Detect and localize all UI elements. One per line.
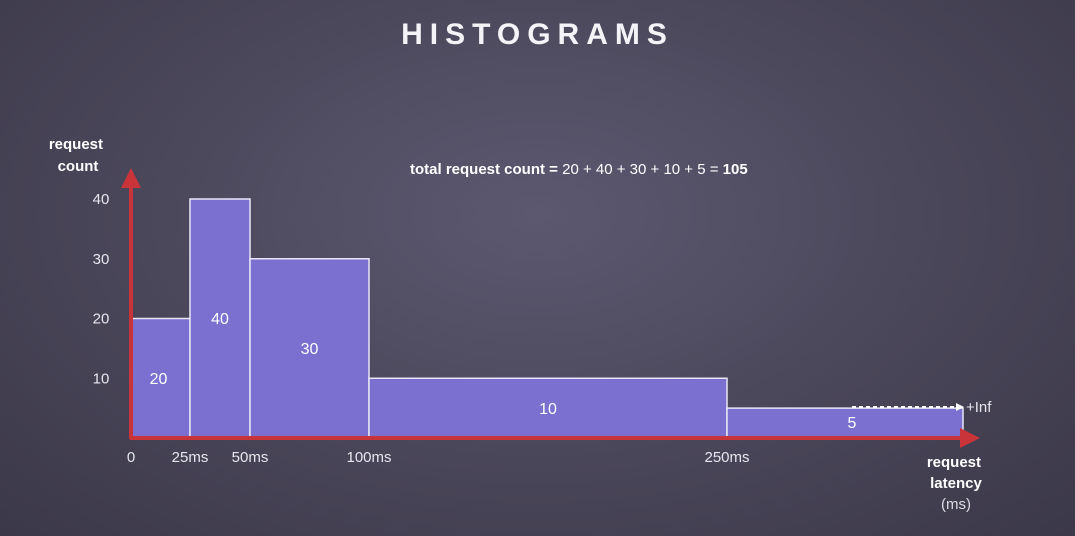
x-tick-label-0: 0 bbox=[127, 449, 135, 466]
y-axis-label-line-2: count bbox=[58, 158, 99, 175]
chart-title: HISTOGRAMS bbox=[401, 18, 674, 51]
bar-label-0: 20 bbox=[150, 371, 168, 388]
y-axis-label-line-1: request bbox=[49, 136, 103, 153]
y-axis-label: request count bbox=[49, 136, 107, 175]
y-tick-label-3: 40 bbox=[93, 191, 110, 208]
bar-label-1: 40 bbox=[211, 311, 229, 328]
x-axis-label-line-1: request bbox=[927, 454, 981, 471]
bars-layer bbox=[130, 198, 964, 439]
y-tick-label-1: 20 bbox=[93, 311, 110, 328]
x-tick-label-4: 250ms bbox=[704, 449, 749, 466]
bar-bin-1 bbox=[189, 198, 251, 439]
bar-label-3: 10 bbox=[539, 401, 557, 418]
x-tick-label-1: 25ms bbox=[172, 449, 209, 466]
bar-label-2: 30 bbox=[301, 341, 319, 358]
y-tick-label-2: 30 bbox=[93, 251, 110, 268]
x-axis-unit: (ms) bbox=[941, 496, 971, 513]
bar-label-4: 5 bbox=[848, 415, 857, 432]
annotation-prefix: total request count = bbox=[410, 161, 562, 178]
bar-bin-4 bbox=[726, 407, 964, 439]
x-tick-label-2: 50ms bbox=[232, 449, 269, 466]
overflow-label: +Inf bbox=[966, 399, 992, 416]
x-tick-label-3: 100ms bbox=[346, 449, 391, 466]
x-axis-label: request latency bbox=[927, 454, 985, 492]
bar-bin-2 bbox=[249, 258, 370, 439]
total-count-annotation: total request count = 20 + 40 + 30 + 10 … bbox=[410, 161, 748, 178]
y-tick-label-0: 10 bbox=[93, 370, 110, 387]
bar-labels-layer: 20 40 30 10 5 bbox=[150, 311, 857, 432]
annotation-result: 105 bbox=[723, 161, 748, 178]
ticks-layer: 0 25ms 50ms 100ms 250ms 10 20 30 40 bbox=[93, 191, 750, 466]
x-axis-label-line-2: latency bbox=[930, 475, 982, 492]
bar-bin-0 bbox=[130, 317, 191, 439]
annotation-expression: 20 + 40 + 30 + 10 + 5 = bbox=[562, 161, 723, 178]
